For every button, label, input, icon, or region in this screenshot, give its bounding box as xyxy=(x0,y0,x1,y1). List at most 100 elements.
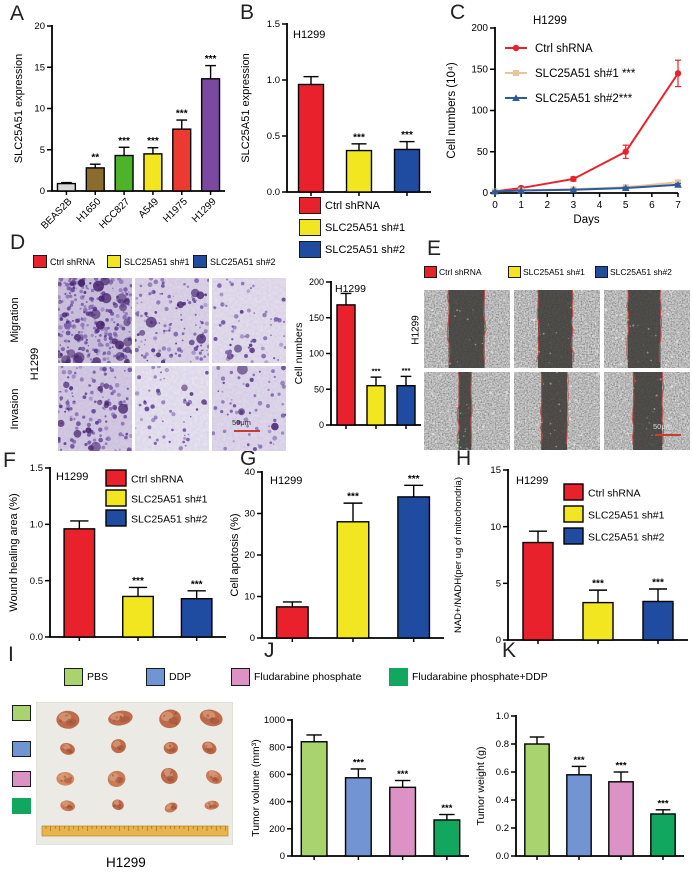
svg-text:***: *** xyxy=(147,136,159,147)
svg-text:Ctrl shRNA: Ctrl shRNA xyxy=(588,488,641,500)
svg-text:0.5: 0.5 xyxy=(267,131,280,142)
svg-text:SLC25A51 sh#2: SLC25A51 sh#2 xyxy=(131,514,208,526)
svg-text:H1975: H1975 xyxy=(161,196,190,225)
panel-f-wound-healing-bar-chart: 0.0 0.5 1.0 1.5 Wound healing area (%) H1299 *… xyxy=(8,463,226,643)
svg-text:0: 0 xyxy=(492,200,498,211)
panel-i-tumor-photo xyxy=(36,702,233,845)
panel-h-label: H xyxy=(456,447,472,470)
svg-text:0: 0 xyxy=(496,635,501,646)
micrograph-migration-sh2 xyxy=(212,278,286,363)
legend-swatch xyxy=(193,255,207,268)
svg-text:1.0: 1.0 xyxy=(496,711,509,722)
legend-swatch xyxy=(12,741,31,757)
svg-text:SLC25A51 sh#2: SLC25A51 sh#2 xyxy=(588,532,665,544)
panel-i-label: I xyxy=(8,643,14,666)
legend-item-slc25a51-sh-1: SLC25A51 sh#1 xyxy=(508,266,585,278)
panel-d-scalebar xyxy=(234,430,260,432)
svg-text:10: 10 xyxy=(490,522,501,533)
svg-text:20: 20 xyxy=(244,550,255,561)
legend-item-ctrl-shrna: Ctrl shRNA xyxy=(33,255,95,268)
legend-label: PBS xyxy=(87,671,109,683)
legend-label: Fludarabine phosphate xyxy=(254,671,362,683)
legend-item-ctrl-shrna: Ctrl shRNA xyxy=(424,266,482,278)
svg-text:***: *** xyxy=(347,492,359,503)
svg-text:SLC25A51 expression: SLC25A51 expression xyxy=(13,54,25,163)
svg-text:100: 100 xyxy=(471,106,488,117)
panel-d-label: D xyxy=(10,231,26,254)
svg-text:1000: 1000 xyxy=(264,715,285,726)
legend-item- xyxy=(12,771,35,787)
panel-g-label: G xyxy=(240,447,257,470)
legend-item-ddp: DDP xyxy=(146,668,191,686)
svg-text:0.2: 0.2 xyxy=(496,823,509,834)
svg-text:***: *** xyxy=(191,579,203,590)
wound-image-24h-sh1 xyxy=(514,372,600,450)
svg-text:Tumor weight (g): Tumor weight (g) xyxy=(476,747,487,826)
svg-text:4: 4 xyxy=(597,200,603,211)
svg-text:SLC25A51 sh#1: SLC25A51 sh#1 xyxy=(588,510,665,522)
panel-d-invasion-row-label: Invasion xyxy=(9,388,21,430)
legend-item-slc25a51-sh-1: SLC25A51 sh#1 xyxy=(107,255,190,268)
legend-swatch xyxy=(231,668,250,686)
svg-text:200: 200 xyxy=(269,824,285,835)
svg-text:30: 30 xyxy=(244,509,255,520)
legend-swatch xyxy=(299,241,321,258)
svg-text:5: 5 xyxy=(496,579,501,590)
svg-text:***: *** xyxy=(401,130,413,141)
svg-text:600: 600 xyxy=(269,770,285,781)
legend-swatch xyxy=(64,668,83,686)
panel-k-tumor-weight-bar-chart: 0.0 0.2 0.4 0.6 0.8 1.0 Tumor weight (g) *** ***… xyxy=(476,711,684,862)
svg-text:Wound healing area (%): Wound healing area (%) xyxy=(8,493,20,611)
svg-text:***: *** xyxy=(176,109,188,120)
svg-text:***: *** xyxy=(573,755,584,766)
legend-item-slc25a51-sh-1: SLC25A51 sh#1 xyxy=(299,219,405,236)
svg-text:***: *** xyxy=(118,136,130,147)
legend-item-slc25a51-sh-2: SLC25A51 sh#2 xyxy=(595,266,672,278)
svg-text:5: 5 xyxy=(40,145,45,156)
svg-text:***: *** xyxy=(397,769,408,780)
svg-text:H1299: H1299 xyxy=(293,29,325,41)
svg-text:15: 15 xyxy=(34,62,45,73)
svg-text:0.8: 0.8 xyxy=(496,739,509,750)
svg-text:2: 2 xyxy=(545,200,551,211)
legend-swatch xyxy=(508,266,521,278)
legend-label: Ctrl shRNA xyxy=(439,267,482,277)
legend-swatch xyxy=(12,705,31,721)
panel-f-label: F xyxy=(3,449,16,472)
panel-e-scalebar xyxy=(655,434,681,436)
svg-text:0.5: 0.5 xyxy=(30,576,43,587)
micrograph-invasion-ctrl xyxy=(58,366,132,451)
wound-image-0h-sh2 xyxy=(604,290,690,368)
svg-text:Ctrl shRNA: Ctrl shRNA xyxy=(535,43,593,55)
wound-image-0h-ctrl xyxy=(424,290,510,368)
panel-c-growth-line-chart: 0 50 100 150 200 0 1 2 3 4 5 6 7 Days Cell numbers (10… xyxy=(446,15,682,226)
svg-text:15: 15 xyxy=(490,465,501,476)
legend-item-fludarabine-phosphate-ddp: Fludarabine phosphate+DDP xyxy=(389,668,548,686)
micrograph-invasion-sh2 xyxy=(212,366,286,451)
svg-text:400: 400 xyxy=(269,797,285,808)
legend-swatch xyxy=(299,219,321,236)
svg-text:Ctrl shRNA: Ctrl shRNA xyxy=(131,474,184,486)
panel-a-label: A xyxy=(10,2,25,25)
svg-text:50: 50 xyxy=(314,384,324,394)
svg-text:1.5: 1.5 xyxy=(267,19,280,30)
legend-item-pbs: PBS xyxy=(64,668,108,686)
svg-text:SLC25A51 expression: SLC25A51 expression xyxy=(240,53,252,162)
svg-text:Cell numbers (10⁴): Cell numbers (10⁴) xyxy=(446,62,458,159)
svg-text:**: ** xyxy=(91,153,99,164)
svg-text:200: 200 xyxy=(309,277,324,287)
svg-text:1.0: 1.0 xyxy=(267,75,280,86)
legend-swatch xyxy=(595,266,608,278)
svg-text:NAD+/NADH(per ug of mitochondr: NAD+/NADH(per ug of mitochondria) xyxy=(453,477,464,633)
legend-label: DDP xyxy=(169,671,192,683)
legend-item- xyxy=(12,741,35,757)
legend-label: Fludarabine phosphate+DDP xyxy=(412,671,548,683)
svg-text:H1299: H1299 xyxy=(335,283,366,295)
legend-label: Ctrl shRNA xyxy=(325,199,381,212)
svg-text:0.0: 0.0 xyxy=(30,632,43,643)
svg-text:5: 5 xyxy=(623,200,629,211)
svg-text:50: 50 xyxy=(477,147,489,158)
svg-text:Cell apotosis (%): Cell apotosis (%) xyxy=(230,513,241,596)
svg-text:H1299: H1299 xyxy=(56,471,88,483)
